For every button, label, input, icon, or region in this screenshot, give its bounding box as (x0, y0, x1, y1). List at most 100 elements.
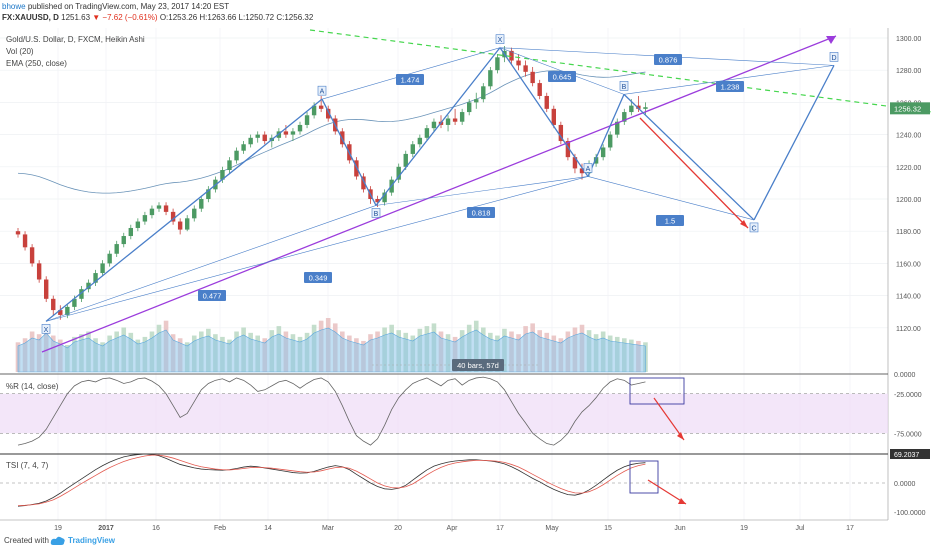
candle-body (255, 134, 260, 138)
pattern-overlay: X A B X A B C D 1.474 0.645 0.876 1.238 0.818 1.5 0.47… (41, 29, 932, 371)
volume-indicator-label[interactable]: Vol (20) (6, 47, 34, 56)
candle-body (551, 108, 556, 125)
ratio-label: 0.818 (472, 209, 491, 218)
candle-body (495, 57, 500, 71)
ema-indicator-label[interactable]: EMA (250, close) (6, 59, 67, 68)
candle-body (79, 289, 84, 299)
candle-body (170, 211, 176, 222)
ratio-label: 1.238 (721, 83, 740, 92)
price-tick-label: 1140.00 (896, 294, 921, 301)
williams-r-panel: 0.0000 -25.0000 -75.0000 (0, 372, 922, 446)
pattern-point-box (371, 208, 381, 218)
time-tick-label: 17 (846, 525, 854, 532)
pattern-point-box (317, 85, 327, 96)
price-tick-label: 1220.00 (896, 165, 921, 172)
candle-body (177, 221, 183, 230)
candle-body (516, 60, 521, 66)
pattern-leg (45, 98, 323, 322)
candle-body (199, 199, 204, 209)
candle-body (523, 65, 528, 72)
candle-body (326, 108, 331, 119)
candle-body (452, 118, 458, 122)
ema-250-line (17, 70, 646, 194)
candle-body (474, 99, 479, 103)
candle-body (445, 118, 451, 125)
pattern-point-box (829, 52, 839, 62)
candle-body (459, 112, 465, 122)
ratio-label-box (467, 207, 495, 218)
candle-body (248, 137, 253, 145)
candle-body (318, 105, 324, 109)
pattern-leg (587, 94, 625, 177)
last-price-label: 1256.32 (894, 104, 921, 113)
footer: Created with TradingView (0, 532, 932, 550)
candle-body (29, 247, 35, 264)
time-axis: 19 2017 16 Feb 14 Mar 20 Apr 17 May 15 Jun 19 Jul 17 (0, 519, 888, 532)
tsi-tick-label: 0.0000 (894, 481, 916, 488)
time-tick-label: Jul (796, 525, 805, 532)
candle-body (643, 107, 648, 109)
price-axis: 1300.001280.001260.001240.001220.001200.… (887, 28, 930, 520)
candle-body (107, 253, 112, 264)
pattern-point-label: B (374, 211, 379, 218)
price-tick-label: 1160.00 (896, 261, 921, 268)
ratio-label: 1.5 (665, 217, 675, 226)
time-tick-label: 17 (496, 525, 504, 532)
candle-body (290, 131, 296, 135)
candle-body (410, 144, 415, 154)
ohlc-values: O:1253.26 H:1263.66 L:1250.72 C:1256.32 (159, 13, 314, 22)
ratio-line (45, 205, 377, 322)
candle-body (629, 105, 634, 113)
tsi-line (17, 453, 646, 507)
wr-indicator-label[interactable]: %R (14, close) (6, 382, 59, 391)
pattern-point-box (619, 81, 629, 91)
candle-body (375, 199, 380, 203)
candle-body (227, 160, 232, 171)
tradingview-brand[interactable]: TradingView (68, 536, 115, 545)
candle-body (114, 244, 119, 254)
wr-band (0, 393, 888, 434)
candle-body (22, 234, 28, 248)
ratio-label-box (304, 272, 332, 283)
author-link[interactable]: bhowe (2, 2, 26, 11)
chart-title: Gold/U.S. Dollar, D, FXCM, Heikin Ashi (6, 35, 145, 44)
ratio-line (587, 176, 755, 221)
candle-body (149, 208, 155, 216)
trend-arrow-head (826, 36, 836, 44)
tradingview-cloud-icon (50, 536, 65, 545)
candle-body (558, 124, 564, 142)
time-tick-label: 19 (54, 525, 62, 532)
candle-body (142, 215, 148, 222)
ratio-line (375, 176, 589, 206)
price-tick-label: 1280.00 (896, 68, 921, 75)
wr-tick-label: -25.0000 (894, 392, 922, 399)
time-tick-label: 14 (264, 525, 272, 532)
projection-arrow (639, 117, 749, 229)
candle-body (36, 263, 42, 280)
candle-body (86, 282, 91, 290)
time-tick-label: 16 (152, 525, 160, 532)
candle-body (431, 121, 437, 129)
pattern-point-label: D (831, 55, 836, 62)
candle-body (283, 131, 289, 135)
candle-body (135, 221, 141, 228)
candle-body (241, 144, 246, 151)
tsi-indicator-label[interactable]: TSI (7, 4, 7) (6, 461, 49, 470)
tsi-arrow (647, 479, 687, 505)
price-tick-label: 1120.00 (896, 326, 921, 333)
candle-body (192, 208, 197, 219)
ratio-label: 0.876 (659, 56, 678, 65)
candle-body (156, 205, 162, 209)
candle-body (93, 273, 98, 283)
ratio-label-box (198, 290, 226, 301)
time-tick-label: 20 (394, 525, 402, 532)
last-price-tag (890, 102, 930, 115)
candle-body (593, 157, 599, 164)
ratio-label-box (396, 74, 424, 85)
candle-body (467, 102, 472, 113)
candle-body (361, 176, 366, 190)
ratio-label: 0.645 (553, 73, 572, 82)
pattern-point-label: C (751, 225, 756, 232)
